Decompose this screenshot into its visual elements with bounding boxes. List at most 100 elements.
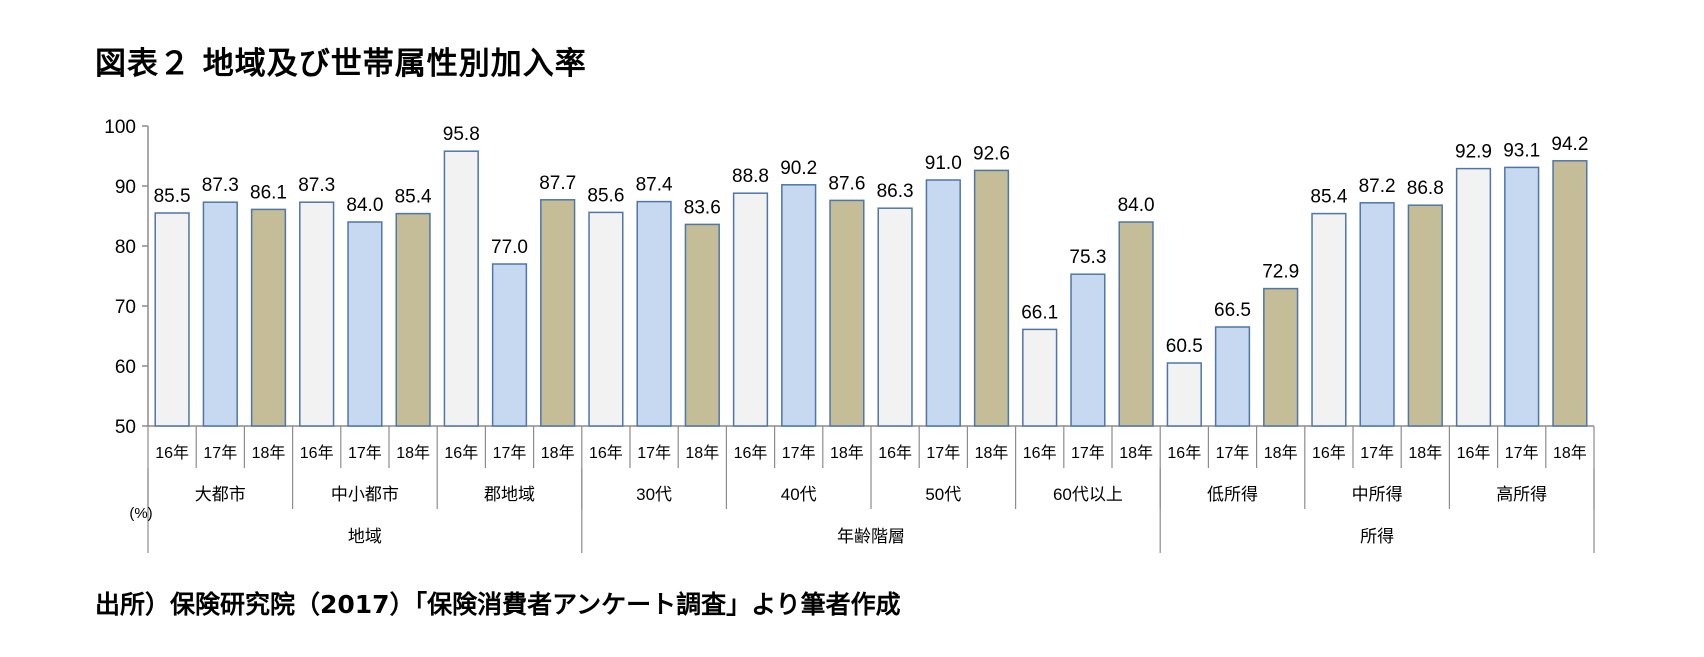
x-year-label: 18年 [252,444,286,462]
data-label: 84.0 [346,195,383,216]
data-label: 85.4 [1310,187,1347,208]
bar [250,208,287,427]
data-label: 87.3 [298,175,335,196]
x-year-label: 16年 [1312,444,1346,462]
data-label: 75.3 [1069,247,1106,268]
bar [925,179,961,427]
bar [1504,166,1540,427]
data-label: 87.6 [828,173,865,194]
data-label: 85.4 [395,187,432,208]
x-year-label: 18年 [1408,444,1442,462]
x-year-label: 18年 [541,444,575,462]
x-group-label: 40代 [781,485,817,504]
x-group-label: 中所得 [1352,485,1403,504]
data-label: 88.8 [732,166,769,187]
x-year-label: 18年 [1119,444,1153,462]
x-year-label: 18年 [975,444,1009,462]
x-super-group-label: 地域 [348,527,382,546]
bar [781,184,817,427]
x-year-label: 17年 [1071,444,1105,462]
data-label: 86.1 [250,182,287,203]
x-year-label: 18年 [685,444,719,462]
data-label: 87.3 [202,175,239,196]
x-year-label: 18年 [1264,444,1298,462]
bar [1311,212,1347,427]
data-label: 72.9 [1262,262,1299,283]
data-label: 85.5 [154,186,191,207]
x-year-label: 17年 [493,444,527,462]
bar [491,263,528,427]
x-year-label: 16年 [155,444,189,462]
x-year-label: 16年 [734,444,768,462]
bar [299,201,335,427]
bar [202,201,238,427]
bar [1166,362,1202,427]
bar [395,212,431,427]
x-year-label: 17年 [348,444,382,462]
data-label: 94.2 [1551,134,1588,155]
x-year-label: 17年 [1216,444,1250,462]
unit-label: (%) [129,505,152,522]
x-year-label: 16年 [1457,444,1491,462]
bar [1263,287,1299,427]
x-year-label: 16年 [300,444,334,462]
x-year-label: 16年 [1023,444,1057,462]
data-label: 91.0 [925,153,962,174]
x-year-label: 16年 [444,444,478,462]
data-label: 83.6 [684,197,721,218]
x-year-label: 17年 [926,444,960,462]
data-label: 66.1 [1021,302,1058,323]
bar [1022,328,1058,427]
data-label: 90.2 [780,158,817,179]
bar [154,212,190,427]
x-group-label: 郡地域 [484,485,535,504]
x-year-label: 16年 [878,444,912,462]
data-label: 85.6 [587,185,624,206]
bar [1455,167,1492,427]
bar [1407,204,1443,427]
bar [1214,326,1251,427]
x-year-label: 17年 [1505,444,1539,462]
bar [829,199,865,427]
bar [877,207,913,427]
x-year-label: 16年 [1167,444,1201,462]
data-label: 87.7 [539,173,576,194]
x-group-label: 60代以上 [1053,485,1123,504]
bar [1118,221,1154,427]
data-label: 86.8 [1407,178,1444,199]
x-year-label: 17年 [637,444,671,462]
bar [684,223,720,427]
x-year-label: 17年 [1360,444,1394,462]
data-label: 92.6 [973,143,1010,164]
x-year-label: 17年 [782,444,816,462]
x-group-label: 高所得 [1496,485,1547,504]
y-tick-label: 50 [115,417,136,438]
bar [1359,202,1395,427]
bar [732,192,769,427]
x-super-group-label: 年齢階層 [837,527,905,546]
x-group-label: 低所得 [1207,485,1258,504]
data-label: 86.3 [877,181,914,202]
data-label: 77.0 [491,237,528,258]
x-group-label: 50代 [925,485,961,504]
x-group-label: 中小都市 [331,485,399,504]
x-group-label: 大都市 [195,485,246,504]
data-label: 87.4 [636,175,673,196]
x-year-label: 17年 [203,444,237,462]
bar [588,211,624,427]
data-label: 60.5 [1166,336,1203,357]
x-year-label: 18年 [830,444,864,462]
y-tick-label: 70 [115,297,136,318]
chart-title: 図表２ 地域及び世帯属性別加入率 [95,46,587,82]
bar [1552,160,1588,427]
data-label: 93.1 [1503,140,1540,161]
x-year-label: 18年 [396,444,430,462]
x-super-group-label: 所得 [1360,527,1394,546]
bar [1070,273,1106,427]
y-tick-label: 80 [115,237,136,258]
source-note: 出所）保険研究院（2017）「保険消費者アンケート調査」より筆者作成 [95,590,901,619]
data-label: 87.2 [1359,176,1396,197]
data-label: 84.0 [1118,195,1155,216]
x-year-label: 18年 [1553,444,1587,462]
